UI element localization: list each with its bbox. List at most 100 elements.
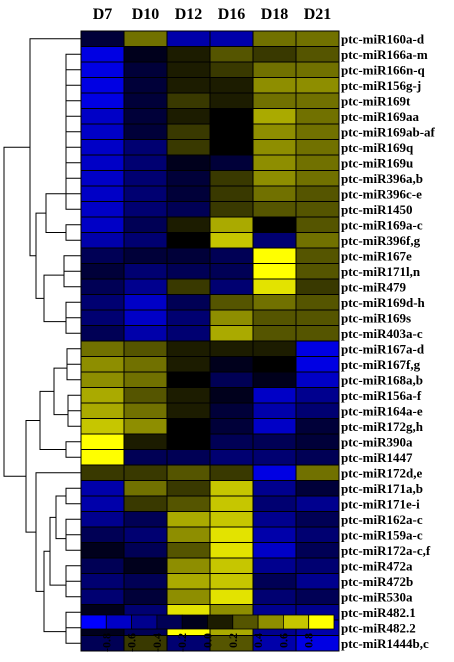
row-label: ptc-miR169d-h — [341, 295, 426, 310]
heatmap-cell — [252, 449, 297, 466]
dendrogram-branch — [25, 419, 40, 533]
heatmap-cell — [123, 185, 168, 202]
heatmap-cell — [252, 201, 297, 218]
row-label: ptc-miR396f,g — [341, 233, 421, 248]
heatmap-cell — [295, 247, 340, 264]
heatmap-cell — [295, 418, 340, 435]
heatmap-cell — [209, 46, 254, 63]
heatmap-cell — [252, 511, 297, 528]
heatmap-cell — [209, 480, 254, 497]
heatmap-cell — [123, 154, 168, 171]
heatmap-cell — [80, 278, 125, 295]
heatmap-cell — [252, 77, 297, 94]
legend-tick-label: 0.6 — [276, 633, 290, 648]
heatmap-cell — [209, 449, 254, 466]
heatmap-cell — [295, 185, 340, 202]
column-label: D21 — [304, 6, 332, 23]
heatmap-cell — [80, 402, 125, 419]
heatmap-cell — [123, 232, 168, 249]
row-label: ptc-miR167f,g — [341, 357, 421, 372]
heatmap-cell — [166, 185, 211, 202]
heatmap-cell — [209, 588, 254, 605]
heatmap-cell — [295, 201, 340, 218]
heatmap-cell — [252, 588, 297, 605]
row-label: ptc-miR169u — [341, 155, 413, 170]
legend-tick-label: 0.0 — [201, 633, 215, 648]
row-label: ptc-miR167a-d — [341, 341, 425, 356]
heatmap-cell — [80, 480, 125, 497]
heatmap-cell — [209, 61, 254, 78]
heatmap-cell — [252, 185, 297, 202]
heatmap-cell — [166, 557, 211, 574]
heatmap-cell — [80, 387, 125, 404]
heatmap-cell — [123, 294, 168, 311]
dendrogram-branch — [49, 516, 66, 586]
heatmap-cell — [80, 557, 125, 574]
heatmap-cell — [123, 526, 168, 543]
heatmap-cell — [166, 449, 211, 466]
heatmap-cell — [295, 232, 340, 249]
row-label: ptc-miR396a,b — [341, 171, 423, 186]
heatmap-cell — [123, 247, 168, 264]
dendrogram-branch — [65, 487, 81, 505]
heatmap-cell — [252, 402, 297, 419]
heatmap-cell — [123, 92, 168, 109]
heatmap-cell — [295, 170, 340, 187]
heatmap-cell — [123, 480, 168, 497]
heatmap-cell — [80, 573, 125, 590]
row-label: ptc-miR390a — [341, 434, 413, 449]
dendrogram-branch — [65, 573, 81, 598]
heatmap-cell — [123, 30, 168, 47]
heatmap-cell — [166, 480, 211, 497]
heatmap-cell — [295, 108, 340, 125]
heatmap-cell — [123, 402, 168, 419]
heatmap-cell — [295, 433, 340, 450]
dendrogram-branch — [65, 565, 81, 582]
heatmap-cell — [123, 123, 168, 140]
color-legend-ticks: -0.8 -0.6 -0.4 -0.2 0.0 0.2 0.4 0.6 0.8 — [99, 633, 315, 652]
heatmap-cell — [166, 495, 211, 512]
heatmap-cell — [80, 154, 125, 171]
heatmap-cell — [123, 46, 168, 63]
dendrogram-branch — [55, 495, 66, 540]
row-label: ptc-miR171a,b — [341, 481, 423, 496]
heatmap-cell — [80, 30, 125, 47]
color-legend — [80, 614, 335, 630]
heatmap-cell — [123, 61, 168, 78]
heatmap-cell — [209, 123, 254, 140]
heatmap-cell — [209, 77, 254, 94]
heatmap-cell — [123, 495, 168, 512]
heatmap-cell — [166, 216, 211, 233]
dendrogram-branch — [65, 527, 81, 551]
row-label: ptc-miR172a-c,f — [341, 543, 431, 558]
heatmap-cell — [252, 108, 297, 125]
heatmap-cell — [166, 309, 211, 326]
column-label: D12 — [175, 6, 203, 23]
dendrogram-branch — [65, 518, 81, 536]
heatmap-cell — [166, 154, 211, 171]
heatmap-cell — [252, 309, 297, 326]
heatmap-cell — [295, 464, 340, 481]
heatmap-cell — [80, 495, 125, 512]
legend-swatch — [105, 614, 133, 630]
row-label: ptc-miR166a-m — [341, 47, 428, 62]
heatmap-cell — [209, 139, 254, 156]
row-label: ptc-miR164a-e — [341, 403, 423, 418]
heatmap-cell — [123, 108, 168, 125]
heatmap-cell — [123, 278, 168, 295]
heatmap-cell — [123, 433, 168, 450]
heatmap-cell — [295, 263, 340, 280]
heatmap-cell — [295, 449, 340, 466]
heatmap-cell — [80, 356, 125, 373]
heatmap-cell — [166, 526, 211, 543]
heatmap-cell — [252, 263, 297, 280]
heatmap-cell — [209, 30, 254, 47]
heatmap-cell — [80, 247, 125, 264]
heatmap-cell — [209, 294, 254, 311]
heatmap-cell — [295, 294, 340, 311]
heatmap-cell — [80, 433, 125, 450]
heatmap-cell — [166, 170, 211, 187]
heatmap-cell — [295, 402, 340, 419]
heatmap-cell — [209, 511, 254, 528]
heatmap-cell — [123, 340, 168, 357]
